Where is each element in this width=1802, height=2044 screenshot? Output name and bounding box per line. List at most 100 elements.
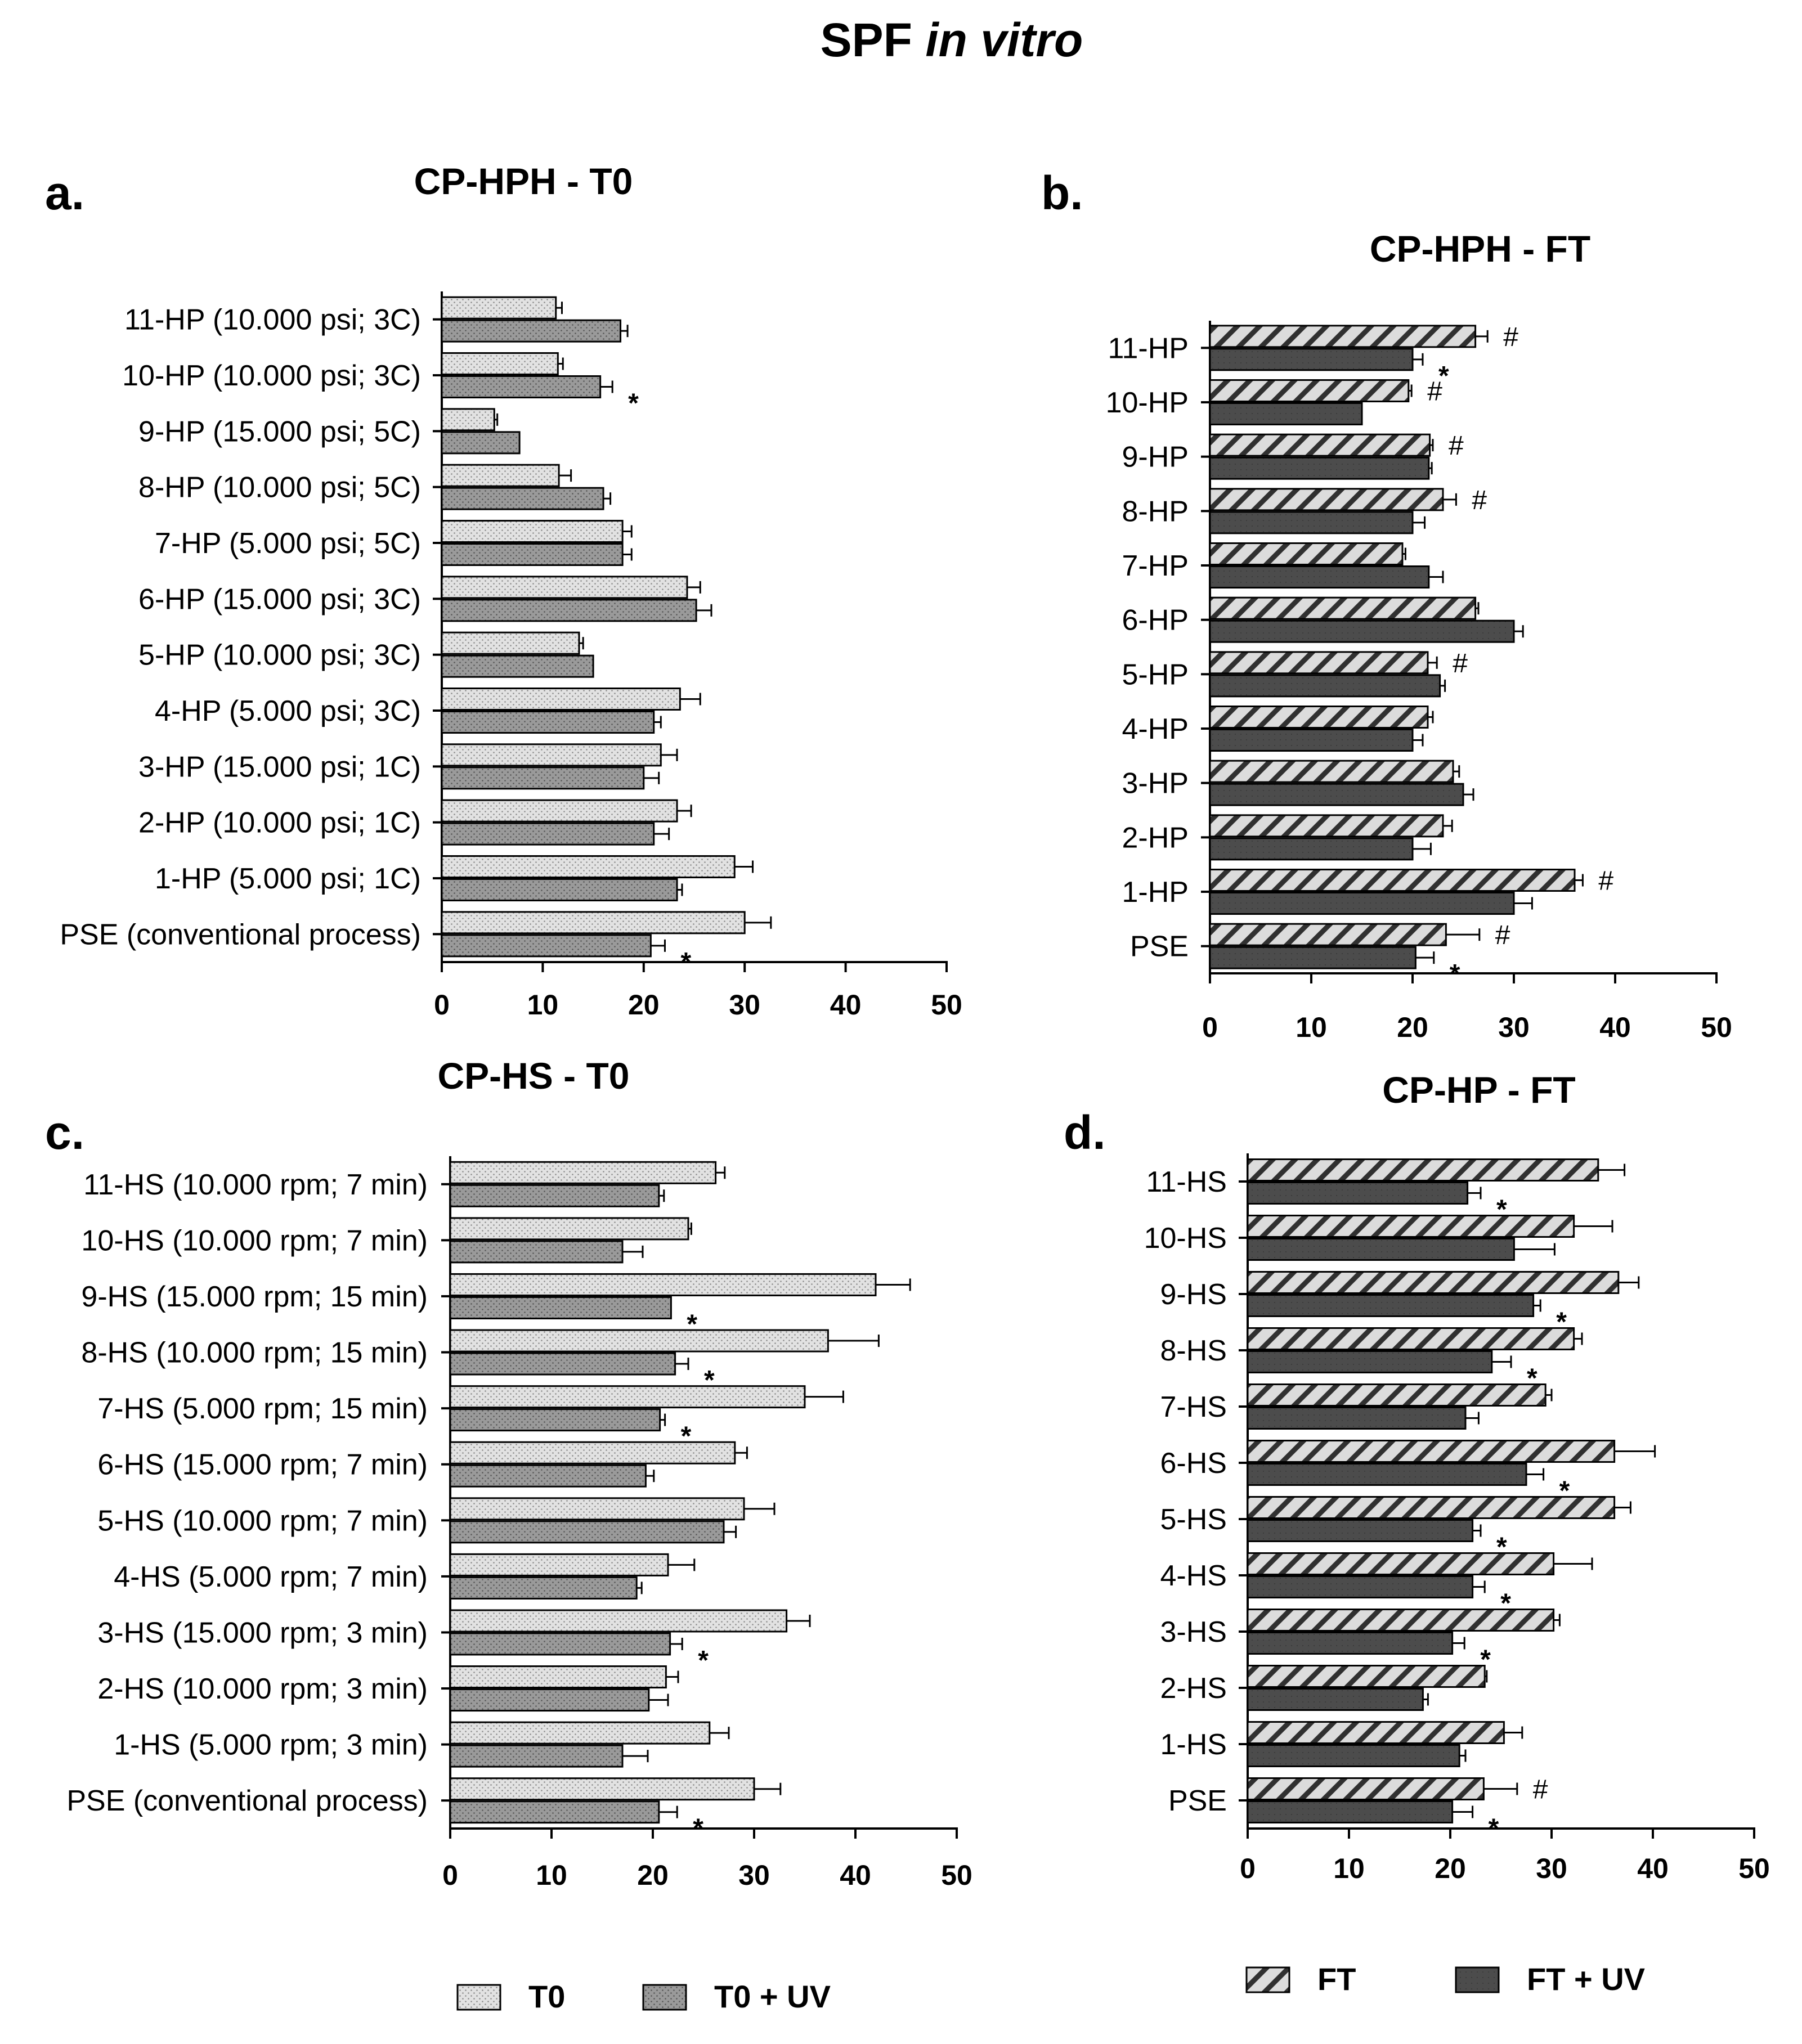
panel-d: d. CP-HP - FT 0 10 20 30 40 50 PSE # * 1-HS 2-HS 3-HS… xyxy=(1064,1069,1770,1884)
significance-hash: # xyxy=(1427,377,1442,407)
bar-uv xyxy=(1247,1744,1460,1767)
category-label: 11-HP (10.000 psi; 3C) xyxy=(124,304,421,336)
x-tick-label: 0 xyxy=(442,1859,458,1891)
legend-left: T0 T0 + UV xyxy=(456,1979,831,2014)
category-label: 4-HS (5.000 rpm; 7 min) xyxy=(114,1561,428,1593)
category-label: 10-HP xyxy=(1106,387,1189,419)
bar-base xyxy=(449,1497,745,1521)
x-tick-label: 0 xyxy=(1202,1012,1218,1043)
bar-uv xyxy=(449,1688,650,1712)
bar-base xyxy=(449,1721,711,1745)
bar-uv xyxy=(1247,1182,1469,1205)
bar-uv xyxy=(449,1296,672,1319)
category-label: 2-HP xyxy=(1122,821,1189,854)
bar-uv xyxy=(1209,565,1430,589)
legend-swatch xyxy=(642,1984,687,2011)
category-label: 7-HP xyxy=(1122,550,1189,582)
bar-base xyxy=(449,1609,788,1633)
category-label: 6-HP xyxy=(1122,604,1189,637)
panel-title: CP-HPH - FT xyxy=(1370,228,1590,269)
significance-asterisk: * xyxy=(1496,1195,1507,1225)
x-tick-label: 50 xyxy=(941,1859,972,1891)
x-tick-label: 10 xyxy=(1296,1012,1327,1043)
bar-uv xyxy=(441,654,594,678)
bar-base xyxy=(449,1217,689,1241)
bar-base xyxy=(1209,542,1404,565)
legend-label: T0 + UV xyxy=(714,1979,831,2014)
legend-swatch xyxy=(456,1984,501,2011)
category-label: 8-HS (10.000 rpm; 15 min) xyxy=(81,1337,428,1369)
bar-uv xyxy=(1247,1294,1535,1317)
bar-uv xyxy=(449,1800,660,1824)
x-tick-label: 30 xyxy=(738,1859,770,1891)
bar-base xyxy=(1209,760,1454,783)
significance-hash: # xyxy=(1472,486,1487,515)
category-label: 7-HS (5.000 rpm; 15 min) xyxy=(97,1392,428,1425)
category-label: 8-HP xyxy=(1122,495,1189,528)
category-label: 9-HP (15.000 psi; 5C) xyxy=(138,415,421,448)
x-tick-label: 0 xyxy=(434,989,450,1021)
bar-base xyxy=(441,296,557,320)
significance-hash: # xyxy=(1598,866,1613,896)
significance-asterisk: * xyxy=(1500,1589,1511,1619)
significance-asterisk: * xyxy=(1527,1364,1537,1394)
category-label: 4-HP (5.000 psi; 3C) xyxy=(155,695,421,727)
bar-uv xyxy=(441,543,624,566)
category-label: 8-HS xyxy=(1160,1335,1227,1367)
bar-base xyxy=(441,408,495,432)
bar-uv xyxy=(1247,1575,1474,1598)
bar-base xyxy=(1247,1158,1599,1182)
category-label: 7-HS xyxy=(1160,1391,1227,1423)
significance-asterisk: * xyxy=(628,389,639,419)
category-label: 11-HP xyxy=(1108,332,1189,365)
significance-asterisk: * xyxy=(698,1646,709,1675)
x-tick-label: 10 xyxy=(536,1859,567,1891)
bar-uv xyxy=(1209,511,1414,534)
x-tick-label: 40 xyxy=(830,989,862,1021)
bar-base xyxy=(1247,1777,1485,1800)
bar-uv xyxy=(1247,1800,1454,1823)
bar-base xyxy=(449,1329,829,1353)
category-label: 5-HS xyxy=(1160,1503,1227,1536)
bar-uv xyxy=(441,431,521,455)
bar-uv xyxy=(449,1464,647,1488)
bar-uv xyxy=(441,599,697,622)
panel-letter: b. xyxy=(1041,167,1083,219)
bar-base xyxy=(1209,706,1429,729)
category-label: 8-HP (10.000 psi; 5C) xyxy=(138,471,421,504)
category-label: 5-HS (10.000 rpm; 7 min) xyxy=(97,1504,428,1537)
x-tick-label: 10 xyxy=(527,989,559,1021)
bar-uv xyxy=(1247,1519,1474,1542)
bar-uv xyxy=(1209,619,1515,643)
bar-uv xyxy=(449,1744,624,1768)
x-tick-label: 20 xyxy=(637,1859,669,1891)
x-tick-label: 10 xyxy=(1333,1853,1365,1884)
bar-base xyxy=(441,464,560,487)
bar-base xyxy=(1209,433,1431,457)
bar-uv xyxy=(449,1408,661,1432)
bar-uv xyxy=(1247,1632,1454,1655)
legend-label: FT + UV xyxy=(1527,1961,1645,1997)
category-label: PSE (conventional process) xyxy=(60,918,421,951)
category-label: 5-HP (10.000 psi; 3C) xyxy=(138,639,421,672)
bar-base xyxy=(1209,651,1429,675)
category-label: 3-HS (15.000 rpm; 3 min) xyxy=(97,1616,428,1649)
panel-letter: c. xyxy=(45,1106,84,1159)
x-tick-label: 50 xyxy=(1701,1012,1732,1043)
significance-asterisk: * xyxy=(704,1365,715,1395)
x-tick-label: 50 xyxy=(1738,1853,1770,1884)
bar-uv xyxy=(441,822,655,846)
x-tick-label: 40 xyxy=(1637,1853,1669,1884)
figure-title: SPF in vitro xyxy=(821,14,1083,66)
panel-letter: d. xyxy=(1064,1106,1106,1159)
category-label: PSE xyxy=(1168,1785,1227,1817)
bar-base xyxy=(449,1553,669,1576)
bar-base xyxy=(1209,923,1447,946)
legend-label: T0 xyxy=(528,1979,565,2014)
x-tick-label: 50 xyxy=(931,989,962,1021)
bar-uv xyxy=(441,934,652,958)
bar-base xyxy=(449,1441,736,1465)
significance-asterisk: * xyxy=(1559,1476,1570,1506)
